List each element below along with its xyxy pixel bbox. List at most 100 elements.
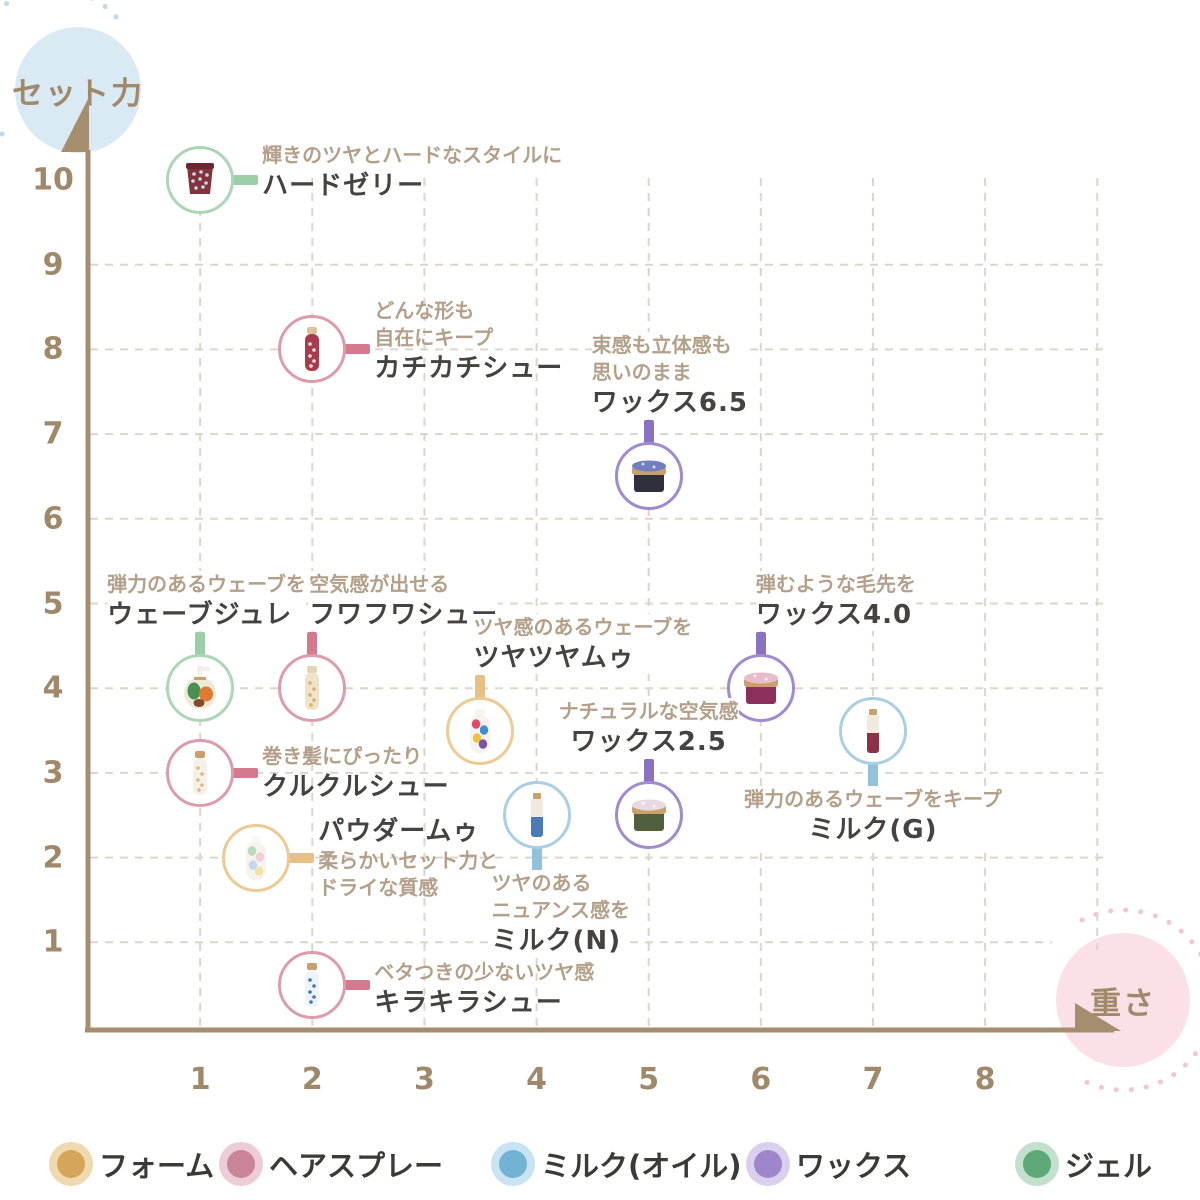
product-marker[interactable] [502, 781, 571, 850]
product-marker[interactable] [726, 654, 795, 723]
product-desc: 弾力のあるウェーブをキープ [744, 786, 1002, 811]
product-marker[interactable] [838, 696, 907, 765]
product-marker[interactable] [614, 442, 683, 511]
product-desc: 空気感が出せる [309, 572, 450, 597]
x-tick-label: 5 [638, 1062, 660, 1097]
product-name: ウェーブジュレ [107, 600, 293, 631]
legend-label: ジェル [1065, 1149, 1153, 1183]
product-label: 弾むような毛先をワックス4.0 [755, 571, 916, 632]
product-label: 束感も立体感も 思いのままワックス6.5 [591, 332, 748, 420]
legend-dot-icon [754, 1150, 782, 1178]
product-desc: ツヤのある [491, 871, 592, 896]
product-desc: 輝きのツヤとハードなスタイルに [262, 143, 563, 167]
y-tick-label: 9 [42, 247, 64, 283]
product-label: ツヤのある ニュアンス感をミルク(N) [491, 870, 630, 958]
product-name: ワックス6.5 [591, 388, 748, 419]
product-icon [184, 666, 217, 710]
legend-item: ミルク(オイル) [499, 1146, 742, 1183]
product-marker[interactable] [166, 738, 235, 807]
y-tick-label: 4 [42, 670, 64, 706]
product-icon [305, 962, 320, 1007]
product-label: どんな形も 自在にキープカチカチシュー [374, 298, 563, 385]
product-name: ツヤツヤムゥ [473, 642, 635, 673]
y-tick-label: 1 [42, 924, 64, 960]
product-icon [246, 835, 267, 880]
x-axis-label: 重さ [1090, 985, 1156, 1022]
product-desc: 束感も立体感も [591, 333, 732, 358]
product-icon [470, 708, 491, 753]
product-name: ミルク(G) [808, 814, 938, 845]
y-tick-label: 3 [42, 755, 64, 791]
legend-dot-icon [1023, 1150, 1051, 1178]
y-tick-label: 8 [42, 331, 64, 367]
product-icon [305, 666, 320, 711]
product-marker[interactable] [222, 823, 291, 892]
product-marker[interactable] [278, 654, 347, 723]
label-connector [342, 979, 371, 990]
product-name: ミルク(N) [491, 926, 622, 957]
product-icon [866, 708, 879, 753]
label-connector [307, 632, 318, 658]
y-tick-label: 10 [32, 162, 74, 198]
legend-item: ジェル [1023, 1146, 1153, 1183]
product-marker[interactable] [446, 696, 515, 765]
product-name: キラキラシュー [374, 987, 563, 1018]
legend-item: フォーム [57, 1146, 215, 1183]
product-label: ベタつきの少ないツヤ感 キラキラシュー [374, 959, 594, 1019]
product-name: ハードゼリー [262, 171, 425, 201]
x-tick-label: 3 [413, 1062, 435, 1097]
legend-item: ワックス [754, 1146, 911, 1183]
x-tick-label: 6 [750, 1062, 772, 1097]
product-icon [631, 460, 666, 493]
label-connector [342, 344, 371, 355]
y-tick-label: 6 [42, 501, 64, 537]
product-label: 弾力のあるウェーブをウェーブジュレ [107, 571, 306, 632]
product-desc: ツヤ感のあるウェーブを [473, 614, 693, 639]
label-connector [531, 846, 542, 872]
product-icon [530, 793, 543, 838]
x-tick-label: 7 [862, 1062, 884, 1097]
product-marker[interactable] [166, 654, 235, 723]
y-axis-label: セット力 [12, 75, 144, 112]
product-desc: 巻き髪にぴったり [262, 743, 423, 768]
x-axis-label-bubble: 重さ [1056, 933, 1190, 1067]
product-desc: 弾むような毛先を [755, 572, 916, 597]
legend-label: ミルク(オイル) [541, 1149, 742, 1183]
legend-dot-icon [499, 1150, 527, 1178]
legend-item: ヘアスプレー [227, 1146, 443, 1183]
product-label: ナチュラルな空気感 ワックス2.5 [558, 698, 739, 759]
product-marker[interactable] [278, 950, 347, 1019]
legend-label: フォーム [99, 1149, 215, 1183]
product-label: 巻き髪にぴったりクルクルシュー [262, 743, 449, 803]
y-tick-label: 7 [42, 416, 64, 452]
product-icon [743, 672, 778, 705]
product-marker[interactable] [166, 146, 235, 214]
product-name: クルクルシュー [262, 771, 450, 802]
label-connector [643, 759, 654, 785]
label-connector [867, 761, 878, 787]
product-desc: 思いのまま [591, 360, 692, 385]
label-connector [230, 767, 259, 778]
product-icon [193, 750, 208, 795]
product-icon [631, 799, 666, 832]
product-icon [186, 163, 215, 194]
product-desc: ニュアンス感を [491, 898, 630, 923]
product-desc: どんな形も [374, 298, 475, 323]
product-desc: 自在にキープ [374, 325, 494, 350]
product-label: 輝きのツヤとハードなスタイルにハードゼリー [262, 142, 562, 202]
product-desc: ドライな質感 [318, 875, 439, 900]
product-desc: 柔らかいセット力と [318, 848, 499, 873]
legend-dot-icon [227, 1150, 255, 1178]
product-name: パウダームゥ [318, 816, 480, 847]
product-name: カチカチシュー [374, 353, 564, 384]
product-name: ワックス4.0 [755, 600, 913, 631]
product-desc: 弾力のあるウェーブを [107, 572, 306, 597]
x-tick-label: 1 [189, 1062, 211, 1097]
y-tick-label: 2 [42, 840, 64, 876]
product-marker[interactable] [278, 315, 347, 384]
product-marker[interactable] [614, 781, 683, 850]
